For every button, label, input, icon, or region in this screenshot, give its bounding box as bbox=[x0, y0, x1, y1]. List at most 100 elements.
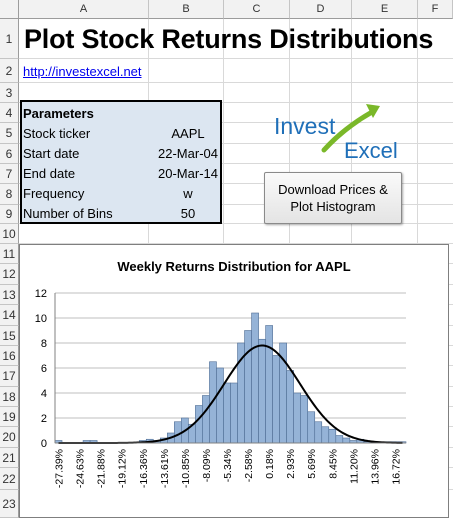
column-header-d[interactable]: D bbox=[290, 0, 352, 19]
param-label-bins: Number of Bins bbox=[23, 206, 113, 221]
y-axis-tick-labels: 0 2 4 6 8 10 12 bbox=[35, 288, 47, 450]
row-header-16[interactable]: 16 bbox=[0, 346, 19, 366]
x-tick-label: 8.45% bbox=[327, 449, 339, 479]
y-tick-label: 4 bbox=[41, 388, 47, 400]
y-tick-label: 12 bbox=[35, 288, 47, 300]
x-tick-label: -10.85% bbox=[180, 449, 192, 488]
row-header-15[interactable]: 15 bbox=[0, 326, 19, 346]
param-value-ticker[interactable]: AAPL bbox=[171, 126, 205, 141]
y-tick-label: 8 bbox=[41, 338, 47, 350]
histogram-bar bbox=[216, 367, 224, 444]
row-gridline bbox=[19, 243, 453, 244]
histogram-svg: Weekly Returns Distribution for AAPL 0 2 4… bbox=[35, 259, 407, 488]
download-prices-plot-histogram-button[interactable]: Download Prices & Plot Histogram bbox=[264, 172, 402, 224]
column-header-e[interactable]: E bbox=[352, 0, 418, 19]
param-label-ticker: Stock ticker bbox=[23, 126, 91, 141]
parameters-table: Parameters Stock ticker AAPL Start date … bbox=[20, 100, 222, 224]
row-header-18[interactable]: 18 bbox=[0, 387, 19, 407]
histogram-bar bbox=[307, 411, 316, 444]
histogram-bar bbox=[223, 382, 231, 444]
chart-title: Weekly Returns Distribution for AAPL bbox=[117, 259, 350, 274]
x-tick-label: -8.09% bbox=[201, 449, 213, 482]
x-tick-label: 16.72% bbox=[390, 449, 402, 485]
y-tick-label: 10 bbox=[35, 313, 47, 325]
logo-word-invest: Invest bbox=[274, 113, 336, 139]
x-tick-label: -2.58% bbox=[243, 449, 255, 482]
histogram-bar bbox=[328, 428, 337, 444]
histogram-bar bbox=[272, 355, 280, 444]
row-gridline bbox=[19, 122, 453, 123]
histogram-bar bbox=[335, 435, 344, 444]
row-header-6[interactable]: 6 bbox=[0, 144, 19, 164]
histogram-bar bbox=[202, 395, 210, 444]
param-value-bins[interactable]: 50 bbox=[180, 206, 196, 221]
x-tick-label: -27.39% bbox=[54, 449, 66, 488]
x-tick-label: -21.88% bbox=[96, 449, 108, 488]
param-label-end-date: End date bbox=[23, 166, 76, 181]
row-header-7[interactable]: 7 bbox=[0, 164, 19, 184]
x-tick-label: -24.63% bbox=[75, 449, 87, 488]
row-header-21[interactable]: 21 bbox=[0, 448, 19, 468]
row-header-4[interactable]: 4 bbox=[0, 103, 19, 123]
param-value-end-date[interactable]: 20-Mar-14 bbox=[158, 166, 218, 181]
row-header-13[interactable]: 13 bbox=[0, 285, 19, 305]
histogram-bar bbox=[265, 325, 273, 444]
row-gridline bbox=[19, 183, 453, 184]
row-gridline bbox=[19, 82, 453, 83]
investexcel-logo: Invest Excel bbox=[274, 104, 398, 162]
row-header-23[interactable]: 23 bbox=[0, 490, 19, 518]
histogram-bar bbox=[300, 395, 309, 444]
column-header-b[interactable]: B bbox=[149, 0, 224, 19]
parameters-header: Parameters bbox=[23, 106, 94, 121]
row-gridline bbox=[19, 204, 453, 205]
x-tick-label: 5.69% bbox=[306, 449, 318, 479]
x-tick-label: 2.93% bbox=[285, 449, 297, 479]
y-tick-label: 2 bbox=[41, 413, 47, 425]
x-tick-label: -19.12% bbox=[117, 449, 129, 488]
arrow-head bbox=[366, 104, 380, 118]
row-gridline bbox=[19, 163, 453, 164]
sheet-title: Plot Stock Returns Distributions bbox=[24, 24, 434, 54]
param-label-start-date: Start date bbox=[23, 146, 80, 161]
column-header-f[interactable]: F bbox=[418, 0, 453, 19]
button-label-line2: Plot Histogram bbox=[290, 199, 376, 214]
logo-word-excel: Excel bbox=[344, 138, 398, 162]
row-gridline bbox=[19, 58, 453, 59]
histogram-bar bbox=[258, 338, 266, 444]
row-header-14[interactable]: 14 bbox=[0, 305, 19, 326]
param-value-start-date[interactable]: 22-Mar-04 bbox=[158, 146, 218, 161]
investexcel-link[interactable]: http://investexcel.net bbox=[23, 64, 142, 79]
row-header-3[interactable]: 3 bbox=[0, 83, 19, 103]
row-header-19[interactable]: 19 bbox=[0, 407, 19, 427]
histogram-bars bbox=[54, 312, 407, 444]
histogram-bar bbox=[230, 382, 238, 444]
row-gridline bbox=[19, 143, 453, 144]
y-tick-label: 0 bbox=[41, 438, 47, 450]
row-header-5[interactable]: 5 bbox=[0, 123, 19, 144]
param-value-frequency[interactable]: w bbox=[183, 186, 193, 201]
histogram-bar bbox=[321, 426, 330, 444]
param-label-frequency: Frequency bbox=[23, 186, 85, 201]
row-header-8[interactable]: 8 bbox=[0, 184, 19, 205]
histogram-bar bbox=[314, 421, 323, 444]
x-tick-label: 0.18% bbox=[264, 449, 276, 479]
row-header-17[interactable]: 17 bbox=[0, 366, 19, 387]
x-axis-tick-labels: -27.39% -24.63% -21.88% -19.12% -16.36% -13.6… bbox=[54, 449, 403, 488]
select-all-corner[interactable] bbox=[0, 0, 19, 19]
column-header-a[interactable]: A bbox=[19, 0, 149, 19]
row-header-1[interactable]: 1 bbox=[0, 19, 19, 59]
row-header-12[interactable]: 12 bbox=[0, 264, 19, 285]
y-tick-label: 6 bbox=[41, 363, 47, 375]
button-label-line1: Download Prices & bbox=[278, 182, 388, 197]
row-header-2[interactable]: 2 bbox=[0, 59, 19, 83]
row-header-11[interactable]: 11 bbox=[0, 244, 19, 264]
column-header-c[interactable]: C bbox=[224, 0, 290, 19]
x-tick-label: -16.36% bbox=[138, 449, 150, 488]
rising-arrow-icon bbox=[321, 109, 375, 153]
row-header-9[interactable]: 9 bbox=[0, 205, 19, 224]
histogram-chart[interactable]: Weekly Returns Distribution for AAPL 0 2 4… bbox=[19, 244, 449, 518]
x-tick-label: -13.61% bbox=[159, 449, 171, 488]
row-header-20[interactable]: 20 bbox=[0, 427, 19, 448]
row-header-10[interactable]: 10 bbox=[0, 224, 19, 244]
row-header-22[interactable]: 22 bbox=[0, 468, 19, 490]
